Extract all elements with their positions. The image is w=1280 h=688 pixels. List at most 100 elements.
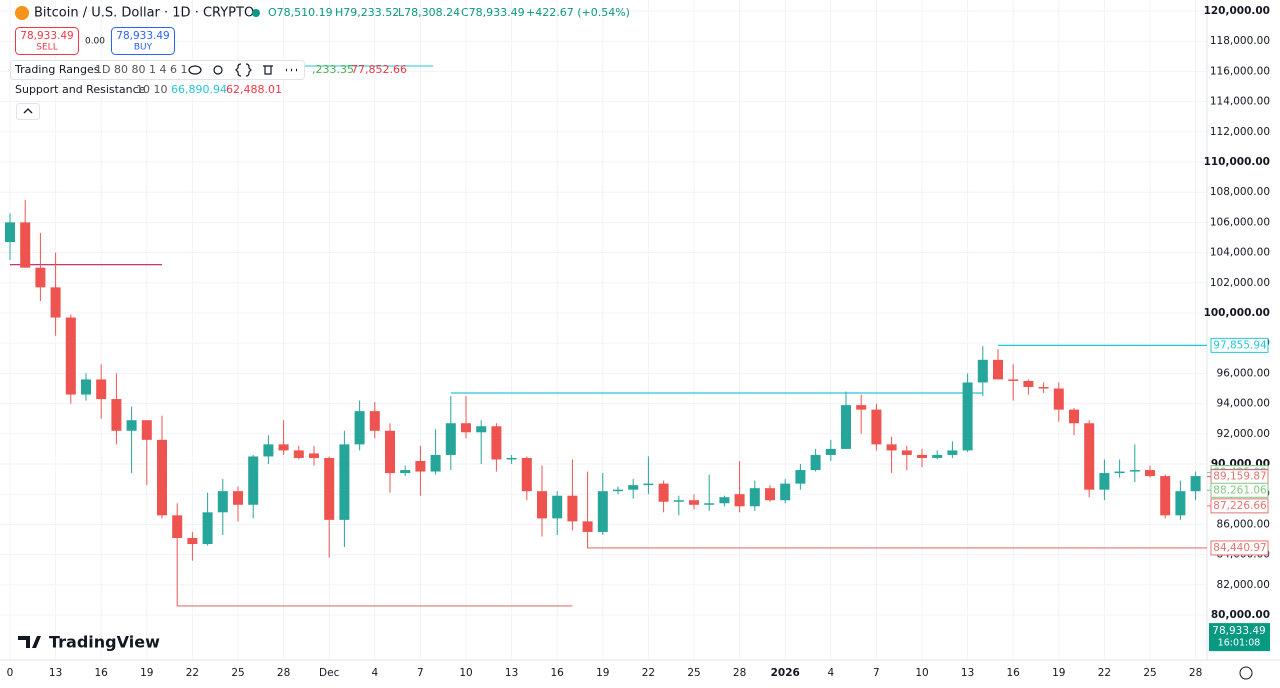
y-tick-label: 108,000.00 xyxy=(1210,186,1270,198)
spread: 0.00 xyxy=(85,37,105,47)
sell-label: SELL xyxy=(36,43,57,53)
candle-body xyxy=(537,491,547,519)
candle-body xyxy=(947,450,958,455)
y-tick-label: 80,000.00 xyxy=(1211,609,1270,621)
candle-body xyxy=(157,439,167,516)
candle-body xyxy=(400,470,411,474)
y-tick-label: 86,000.00 xyxy=(1217,518,1270,530)
candle-body xyxy=(810,454,821,471)
candle-body xyxy=(445,423,456,455)
x-tick-label: 16 xyxy=(551,667,565,679)
indicator-value: ,233.35 xyxy=(312,63,354,76)
candle-body xyxy=(1190,476,1201,492)
x-tick-label: 7 xyxy=(873,667,880,679)
sell-button[interactable] xyxy=(15,27,79,55)
settings-gear[interactable] xyxy=(1239,666,1253,680)
indicator-params: 10 10 xyxy=(136,83,168,96)
candle-body xyxy=(461,423,471,433)
candle-body xyxy=(506,457,517,460)
ohlc-high: H79,233.52 xyxy=(335,6,399,19)
candle-body xyxy=(1175,491,1186,516)
candle-body xyxy=(1160,476,1171,516)
candle-body xyxy=(582,521,593,532)
y-tick-label: 82,000.00 xyxy=(1217,579,1270,591)
candle-body xyxy=(825,448,836,455)
last-price: 78,933.49 xyxy=(1212,625,1265,637)
x-tick-label: 0 xyxy=(7,667,14,679)
candle-body xyxy=(141,420,152,440)
x-tick-label: 28 xyxy=(733,667,746,679)
candle-body xyxy=(430,454,441,472)
eye-icon[interactable] xyxy=(188,65,202,75)
candle-body xyxy=(977,359,988,383)
x-tick-label: 22 xyxy=(642,667,655,679)
ohlc-open: O78,510.19 xyxy=(268,6,333,19)
candle-body xyxy=(962,382,973,451)
indicator-row-box xyxy=(10,60,305,80)
x-tick-label: 7 xyxy=(417,667,424,679)
candle-body xyxy=(1038,386,1049,389)
price-label: 89,159.87 xyxy=(1213,471,1266,483)
candle-body xyxy=(339,444,350,520)
grid xyxy=(0,0,1207,660)
candle-body xyxy=(628,485,639,490)
x-tick-label: Dec xyxy=(319,667,340,679)
candle-body xyxy=(233,491,243,505)
x-tick-label: 16 xyxy=(95,667,109,679)
candle-body xyxy=(1099,473,1110,490)
candle-body xyxy=(719,497,730,504)
candle-body xyxy=(673,500,684,502)
candle-body xyxy=(993,359,1003,380)
candle-body xyxy=(917,454,927,458)
y-tick-label: 92,000.00 xyxy=(1217,428,1270,440)
candle-body xyxy=(324,457,335,520)
collapse-button[interactable] xyxy=(16,103,40,120)
candle-body xyxy=(901,450,912,455)
indicator-icons xyxy=(188,63,297,77)
indicator-params: 1D 80 80 1 4 6 1 xyxy=(95,63,187,76)
candle-body xyxy=(765,488,775,501)
candle-body xyxy=(795,470,806,484)
candle-body xyxy=(689,500,699,505)
y-tick-label: 100,000.00 xyxy=(1204,307,1270,319)
candle-body xyxy=(35,267,46,288)
candle-body xyxy=(248,456,259,505)
indicator-name: Support and Resistance xyxy=(15,83,146,96)
indicator-value: 62,488.01 xyxy=(226,83,282,96)
logo-icon xyxy=(18,636,41,648)
candle-body xyxy=(1008,379,1019,381)
buy-label: BUY xyxy=(134,43,153,53)
candle-body xyxy=(932,454,943,458)
x-tick-label: 13 xyxy=(961,667,974,679)
x-tick-label: 13 xyxy=(505,667,518,679)
y-tick-label: 104,000.00 xyxy=(1210,247,1270,259)
delete-icon[interactable] xyxy=(263,65,273,75)
candle-body xyxy=(1114,471,1125,474)
candle-body xyxy=(187,537,198,545)
candle-body xyxy=(856,405,867,410)
buy-button[interactable] xyxy=(111,27,175,55)
level-label: 97,855.94 xyxy=(1213,339,1267,351)
candle-body xyxy=(567,495,578,522)
indicator-value: 66,890.94 xyxy=(171,83,227,96)
settings-icon[interactable] xyxy=(213,65,223,75)
candle-body xyxy=(293,450,304,458)
candle-body xyxy=(734,494,745,507)
y-tick-label: 94,000.00 xyxy=(1217,398,1270,410)
candle-body xyxy=(841,405,851,449)
x-tick-label: 19 xyxy=(1052,667,1065,679)
candle-body xyxy=(780,483,791,501)
candle-body xyxy=(1069,409,1079,424)
collapse-icon xyxy=(23,108,33,114)
source-icon[interactable] xyxy=(235,63,252,77)
candle-body xyxy=(476,426,487,433)
candle-body xyxy=(369,411,380,431)
candle-body xyxy=(1145,470,1155,477)
axes: 80,000.0082,000.0084,000.0086,000.0088,0… xyxy=(7,5,1270,679)
candle-body xyxy=(50,287,61,318)
countdown: 16:01:08 xyxy=(1218,638,1261,649)
x-tick-label: 22 xyxy=(186,667,199,679)
price-label: 87,226.66 xyxy=(1213,500,1267,512)
y-tick-label: 114,000.00 xyxy=(1210,96,1270,108)
